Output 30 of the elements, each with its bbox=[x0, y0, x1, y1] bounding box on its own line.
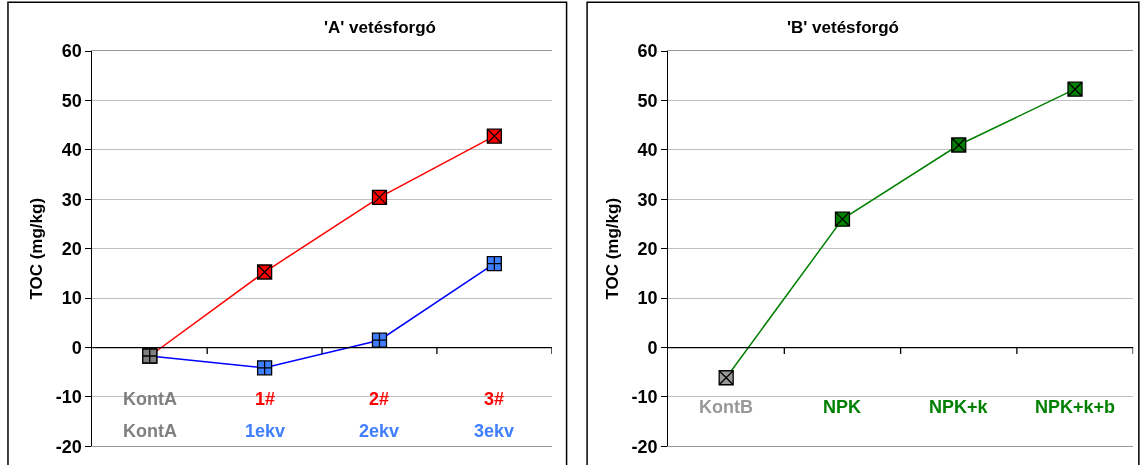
y-tick-label: 40 bbox=[61, 140, 82, 161]
x-tick-label: KontB bbox=[699, 397, 753, 417]
y-tick-label: 60 bbox=[61, 41, 82, 62]
chart-title: 'B' vetésforgó bbox=[787, 18, 899, 37]
y-tick-label: 30 bbox=[637, 189, 658, 210]
x-tick-label: NPK bbox=[823, 397, 862, 417]
y-tick-label: -20 bbox=[55, 436, 82, 457]
y-axis-title: TOC (mg/kg) bbox=[27, 197, 47, 300]
x-tick-label: KontA KontA bbox=[123, 389, 177, 441]
y-tick-label: 30 bbox=[61, 189, 82, 210]
y-tick-label: 60 bbox=[637, 41, 658, 62]
y-tick-label: 0 bbox=[647, 337, 658, 358]
y-tick-label: 50 bbox=[637, 90, 658, 111]
y-tick-label: 0 bbox=[71, 337, 82, 358]
x-tick-label: NPK+k+b bbox=[1035, 397, 1116, 417]
y-tick-label: 20 bbox=[637, 239, 658, 260]
y-tick-label: -20 bbox=[631, 436, 658, 457]
x-tick-label: 1# 1ekv bbox=[245, 389, 286, 441]
y-tick-label: 40 bbox=[637, 140, 658, 161]
y-tick-label: 20 bbox=[61, 239, 82, 260]
x-tick-label: 3# 3ekv bbox=[474, 389, 515, 441]
x-tick-label: 2# 2ekv bbox=[359, 389, 400, 441]
y-axis-title: TOC (mg/kg) bbox=[602, 197, 622, 300]
y-tick-label: 50 bbox=[61, 90, 82, 111]
chart-title: 'A' vetésforgó bbox=[324, 18, 436, 37]
y-tick-label: 10 bbox=[61, 288, 82, 309]
x-tick-label: NPK+k bbox=[929, 397, 989, 417]
y-tick-label: 10 bbox=[637, 288, 658, 309]
y-tick-label: -10 bbox=[631, 387, 658, 408]
y-tick-label: -10 bbox=[55, 387, 82, 408]
